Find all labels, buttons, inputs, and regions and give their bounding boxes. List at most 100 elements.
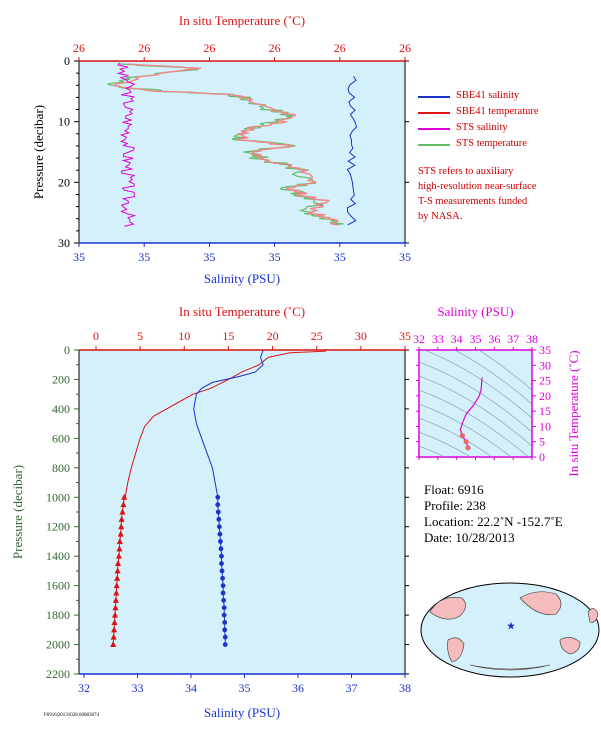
top-y-tick-label: 0	[64, 54, 70, 68]
temperature-marker	[120, 501, 127, 508]
salinity-marker	[221, 605, 227, 611]
main-sal-axis-title: Salinity (PSU)	[204, 705, 280, 720]
ts-isopycnal	[419, 445, 446, 457]
top-y-axis-title: Pressure (decibar)	[31, 105, 46, 199]
temperature-marker	[115, 552, 122, 559]
main-y-tick-label: 1800	[46, 608, 70, 622]
main-y-tick-label: 400	[52, 402, 70, 416]
main-sal-tick-label: 37	[346, 681, 358, 695]
ts-y-tick-label: 30	[539, 358, 551, 372]
map-landmass	[559, 637, 581, 655]
ts-deep-marker	[463, 439, 469, 445]
top-sal-tick-label: 35	[73, 250, 85, 264]
ts-x-tick-label: 36	[488, 332, 500, 346]
sbe41-temperature-line	[112, 63, 339, 226]
ts-isopycnal	[419, 403, 512, 457]
top-temp-axis-title: In situ Temperature (˚C)	[179, 13, 305, 28]
top-sal-tick-label: 35	[138, 250, 150, 264]
temperature-marker	[111, 611, 118, 618]
ts-isopycnal	[423, 350, 532, 419]
top-y-tick-label: 10	[58, 115, 70, 129]
main-temp-tick-label: 0	[93, 329, 99, 343]
salinity-marker	[221, 612, 227, 618]
top-legend: SBE41 salinity SBE41 temperature STS sal…	[418, 90, 539, 154]
salinity-marker	[221, 597, 227, 603]
main-y-tick-label: 800	[52, 461, 70, 475]
salinity-marker	[216, 524, 222, 530]
ts-x-tick-label: 37	[507, 332, 519, 346]
map-landmass	[429, 597, 466, 620]
legend-item-sts-salinity: STS salinity	[418, 122, 539, 138]
temperature-marker	[111, 618, 118, 625]
main-temp-tick-label: 5	[137, 329, 143, 343]
main-plot-area	[78, 349, 406, 675]
temperature-marker	[118, 515, 125, 522]
ts-deep-marker	[459, 433, 465, 439]
salinity-marker	[217, 531, 223, 537]
ts-y-tick-label: 25	[539, 374, 551, 388]
profile-number: Profile: 238	[424, 498, 486, 513]
top-sal-tick-label: 35	[399, 250, 411, 264]
temperature-marker	[112, 604, 119, 611]
top-temp-tick-label: 26	[269, 41, 281, 55]
ts-isopycnal	[419, 431, 472, 457]
temperature-marker	[116, 545, 123, 552]
main-sal-tick-label: 35	[239, 681, 251, 695]
ts-y-tick-label: 10	[539, 419, 551, 433]
main-sal-tick-label: 33	[132, 681, 144, 695]
salinity-marker	[222, 627, 228, 633]
main-sal-tick-label: 32	[78, 681, 90, 695]
ts-y-tick-label: 0	[539, 450, 545, 464]
map-landmass	[469, 664, 551, 671]
temperature-marker	[117, 530, 124, 537]
world-map	[420, 582, 600, 678]
map-landmass	[587, 608, 599, 623]
salinity-marker	[218, 539, 223, 544]
salinity-marker	[220, 575, 225, 581]
salinity-marker	[219, 568, 225, 574]
legend-item-sbe41-temperature: SBE41 temperature	[418, 106, 539, 122]
sbe41-salinity-line	[346, 75, 358, 226]
ts-y-tick-label: 35	[539, 343, 551, 357]
salinity-marker	[215, 494, 221, 500]
ts-isopycnal	[419, 389, 529, 457]
temperature-marker	[114, 567, 121, 574]
ts-isopycnal	[419, 361, 532, 433]
ts-x-tick-label: 38	[526, 332, 538, 346]
top-temp-tick-label: 26	[138, 41, 150, 55]
top-y-tick-label: 30	[58, 236, 70, 250]
date: Date: 10/28/2013	[424, 530, 515, 545]
ts-isopycnal	[478, 350, 532, 391]
main-sal-tick-label: 38	[399, 681, 411, 695]
main-sal-tick-label: 34	[185, 681, 197, 695]
ts-x-tick-label: 32	[413, 332, 425, 346]
ts-deep-marker	[465, 445, 471, 451]
ts-x-axis-title: Salinity (PSU)	[437, 304, 513, 319]
ts-curve	[459, 377, 483, 448]
main-y-tick-label: 2200	[46, 667, 70, 681]
top-sal-tick-label: 35	[203, 250, 215, 264]
main-y-tick-label: 1600	[46, 579, 70, 593]
salinity-marker	[216, 516, 222, 522]
main-temp-tick-label: 10	[178, 329, 190, 343]
salinity-marker	[222, 642, 228, 647]
salinity-marker	[220, 590, 226, 596]
main-y-tick-label: 1000	[46, 490, 70, 504]
ts-x-tick-label: 35	[470, 332, 482, 346]
ts-y-tick-label: 5	[539, 435, 545, 449]
temperature-marker	[113, 582, 120, 589]
salinity-marker	[215, 502, 221, 508]
ts-x-tick-label: 34	[451, 332, 463, 346]
main-temp-tick-label: 15	[222, 329, 234, 343]
ts-isopycnal	[454, 350, 532, 405]
temperature-marker	[111, 626, 118, 633]
temperature-marker	[110, 633, 117, 640]
ts-y-tick-label: 15	[539, 404, 551, 418]
main-y-tick-label: 2000	[46, 638, 70, 652]
top-temp-tick-label: 26	[399, 41, 411, 55]
temperature-marker	[115, 560, 122, 567]
temperature-marker	[110, 641, 117, 648]
main-temp-tick-label: 35	[399, 329, 411, 343]
float-location-star	[507, 621, 515, 630]
